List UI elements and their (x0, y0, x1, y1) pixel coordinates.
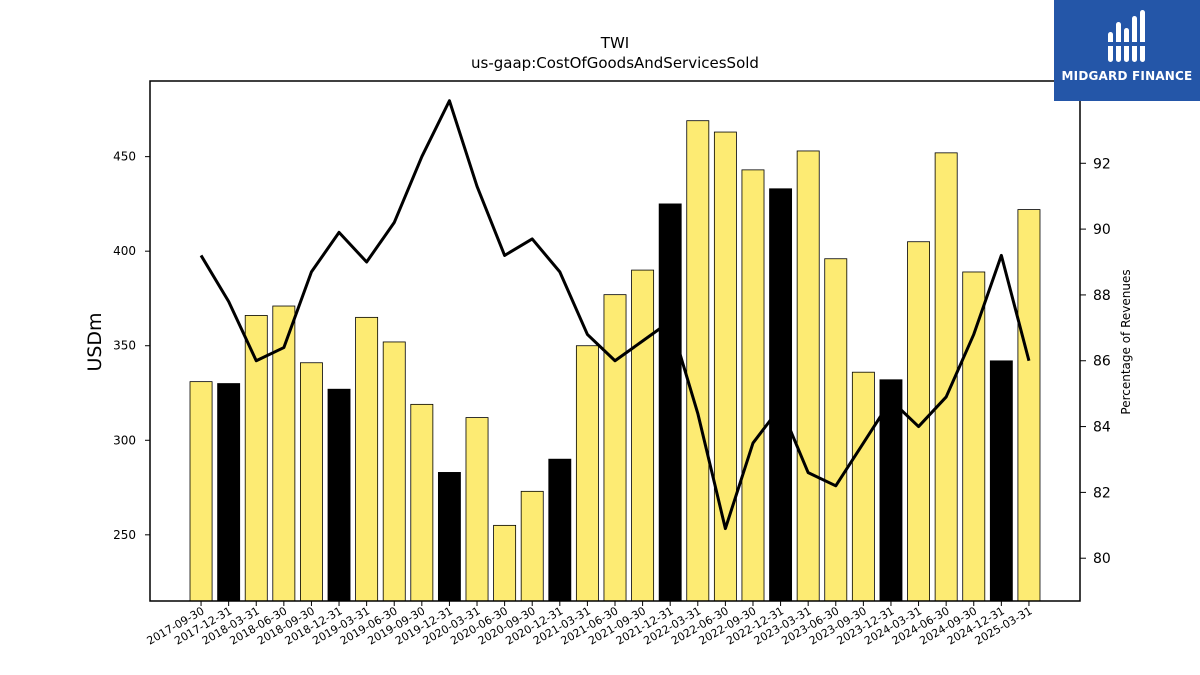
bar (189, 381, 213, 602)
midgard-finance-logo: MIDGARD FINANCE (1054, 0, 1200, 101)
bar (520, 490, 544, 602)
bar (769, 188, 793, 602)
bar (382, 341, 406, 602)
bar (686, 120, 710, 602)
y-tick-label: 350 (113, 339, 136, 353)
y2-tick-label: 90 (1093, 222, 1111, 238)
bar (217, 383, 241, 602)
bar (824, 258, 848, 602)
bar (907, 241, 931, 602)
midgard-logo-icon (1108, 10, 1145, 62)
bar (355, 316, 379, 602)
y-tick-label: 250 (113, 528, 136, 542)
y2-tick-label: 84 (1093, 420, 1111, 436)
y2-tick-label: 88 (1093, 288, 1111, 304)
bar (962, 271, 986, 602)
y2-axis-label: Percentage of Revenues (1119, 269, 1133, 414)
bar (493, 524, 517, 602)
bar (410, 403, 434, 602)
bar (713, 131, 737, 602)
series-line (199, 99, 1031, 531)
y-tick-label: 400 (113, 244, 136, 258)
bar (603, 294, 627, 602)
bar (658, 203, 682, 602)
chart-title: TWI (600, 34, 629, 52)
y-tick-label: 300 (113, 433, 136, 447)
y2-tick-label: 82 (1093, 485, 1111, 501)
bar (299, 362, 323, 602)
bar (465, 417, 489, 602)
bar (575, 345, 599, 602)
bar (548, 458, 572, 602)
bar (437, 472, 461, 602)
y-axis-label: USDm (84, 312, 106, 371)
y2-tick-label: 86 (1093, 354, 1111, 370)
bar (851, 371, 875, 602)
bar (631, 269, 655, 602)
chart-subtitle: us-gaap:CostOfGoodsAndServicesSold (471, 54, 759, 72)
y2-tick-label: 80 (1093, 551, 1111, 567)
y2-tick-label: 92 (1093, 156, 1111, 172)
bar (327, 388, 351, 602)
bar (741, 169, 765, 602)
bar (1017, 209, 1041, 602)
logo-text: MIDGARD FINANCE (1061, 69, 1193, 83)
bar (796, 150, 820, 602)
bar (989, 360, 1013, 602)
y-tick-label: 450 (113, 150, 136, 164)
